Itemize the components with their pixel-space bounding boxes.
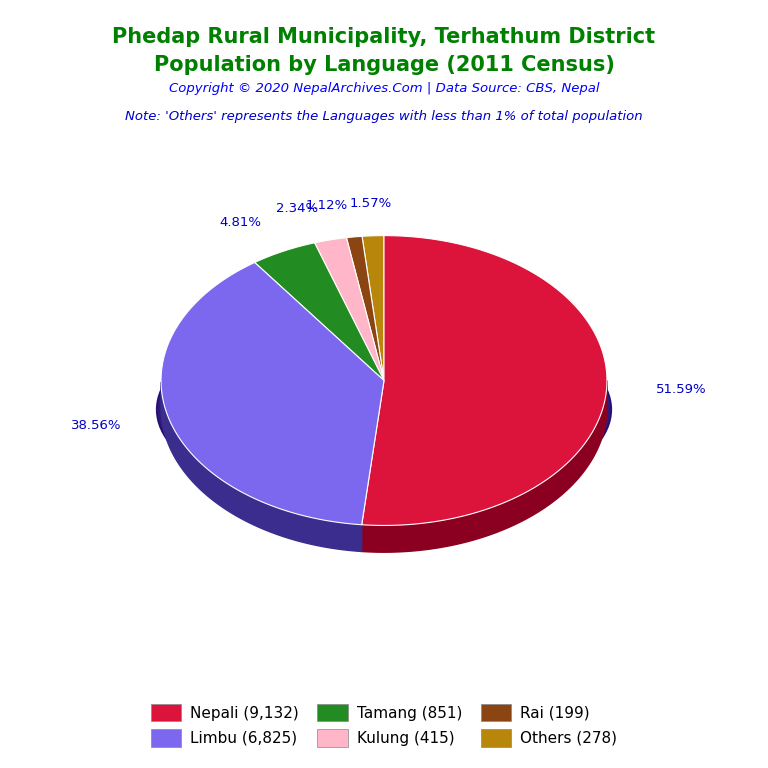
Text: Copyright © 2020 NepalArchives.Com | Data Source: CBS, Nepal: Copyright © 2020 NepalArchives.Com | Dat… <box>169 82 599 95</box>
Text: 1.57%: 1.57% <box>349 197 392 210</box>
Text: 51.59%: 51.59% <box>656 383 707 396</box>
Ellipse shape <box>157 308 611 511</box>
Text: Phedap Rural Municipality, Terhathum District: Phedap Rural Municipality, Terhathum Dis… <box>112 27 656 47</box>
Text: 4.81%: 4.81% <box>220 217 261 229</box>
Polygon shape <box>362 380 607 552</box>
PathPatch shape <box>362 236 607 525</box>
PathPatch shape <box>315 237 384 380</box>
Text: 1.12%: 1.12% <box>306 199 348 212</box>
PathPatch shape <box>161 263 384 525</box>
PathPatch shape <box>255 243 384 380</box>
Text: 2.34%: 2.34% <box>276 203 319 215</box>
Text: 38.56%: 38.56% <box>71 419 121 432</box>
Polygon shape <box>161 382 362 551</box>
Text: Note: 'Others' represents the Languages with less than 1% of total population: Note: 'Others' represents the Languages … <box>125 110 643 123</box>
PathPatch shape <box>346 237 384 380</box>
PathPatch shape <box>362 236 384 380</box>
Legend: Nepali (9,132), Limbu (6,825), Tamang (851), Kulung (415), Rai (199), Others (27: Nepali (9,132), Limbu (6,825), Tamang (8… <box>144 697 624 753</box>
Text: Population by Language (2011 Census): Population by Language (2011 Census) <box>154 55 614 75</box>
